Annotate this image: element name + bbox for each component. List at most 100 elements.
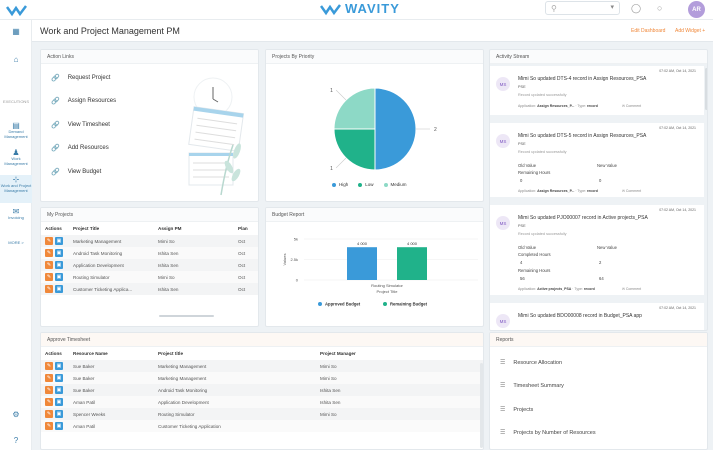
legend-label[interactable]: Remaining Budget xyxy=(390,302,428,307)
page-title: Work and Project Management PM xyxy=(40,26,180,36)
action-link-add-resources[interactable]: 🔗 Add Resources xyxy=(51,144,109,152)
sidebar-home[interactable]: ⌂ xyxy=(0,56,32,64)
table-row[interactable]: ✎ ▣ Sue Baker Android Task Monitoring Ishita… xyxy=(41,384,483,396)
chat-icon[interactable]: ◯ xyxy=(631,3,642,13)
view-icon[interactable]: ▣ xyxy=(55,410,63,418)
brand-name: WAVITY xyxy=(345,1,400,16)
bar-approved-budget[interactable] xyxy=(347,247,377,280)
approve-timesheet-table: Actions Resource Name Project title Proj… xyxy=(41,347,483,432)
column-header[interactable]: Project title xyxy=(158,351,184,356)
report-link-resource-allocation[interactable]: ☰ Resource Allocation xyxy=(500,359,562,367)
table-row[interactable]: ✎ ▣ Aman Patil Customer Ticketing Applicati… xyxy=(41,420,483,432)
report-link-timesheet-summary[interactable]: ☰ Timesheet Summary xyxy=(500,382,564,390)
y-axis-label: Values xyxy=(282,254,287,266)
edit-icon[interactable]: ✎ xyxy=(45,261,53,269)
user-avatar[interactable]: AR xyxy=(688,1,705,18)
activity-scrollbar[interactable] xyxy=(705,68,707,110)
table-row[interactable]: ✎ ▣ Android Task Monitoring Ishita Sen Oct xyxy=(41,247,258,259)
view-icon[interactable]: ▣ xyxy=(55,386,63,394)
action-link-view-budget[interactable]: 🔗 View Budget xyxy=(51,168,101,176)
edit-icon[interactable]: ✎ xyxy=(45,285,53,293)
sidebar-menu-toggle[interactable]: ▦ xyxy=(0,28,32,36)
edit-icon[interactable]: ✎ xyxy=(45,249,53,257)
view-icon[interactable]: ▣ xyxy=(55,362,63,370)
column-header[interactable]: Resource Name xyxy=(73,351,108,356)
vertical-scrollbar[interactable] xyxy=(480,363,483,448)
edit-icon[interactable]: ✎ xyxy=(45,386,53,394)
comment-link[interactable]: ✉ Comment xyxy=(622,189,642,193)
action-link-label: Request Project xyxy=(67,75,111,81)
edit-icon[interactable]: ✎ xyxy=(45,398,53,406)
wavity-logo-icon[interactable] xyxy=(6,3,28,17)
view-icon[interactable]: ▣ xyxy=(55,374,63,382)
sidebar-item-demand-management[interactable]: ▤ Demand Management xyxy=(0,122,32,140)
legend-item-medium[interactable]: Medium xyxy=(383,182,407,187)
search-input[interactable]: ⚲ ▾ xyxy=(545,1,620,15)
view-icon[interactable]: ▣ xyxy=(55,422,63,430)
pie-slice-medium[interactable] xyxy=(333,87,376,130)
edit-icon[interactable]: ✎ xyxy=(45,362,53,370)
comment-link[interactable]: ✉ Comment xyxy=(622,104,642,108)
legend-marker[interactable] xyxy=(318,302,322,306)
notification-bell-icon[interactable]: ○ xyxy=(657,3,663,13)
column-header[interactable]: Project Manager xyxy=(320,351,356,356)
activity-item[interactable]: 07:02 AM, Oct 14, 2021 MS Mimi So update… xyxy=(490,303,704,330)
edit-icon[interactable]: ✎ xyxy=(45,374,53,382)
sidebar-item-label: Invoicing xyxy=(8,215,24,220)
action-link-assign-resources[interactable]: 🔗 Assign Resources xyxy=(51,97,116,105)
column-header[interactable]: Actions xyxy=(45,226,62,231)
column-header[interactable]: Plan xyxy=(238,226,248,231)
panel-title: My Projects xyxy=(41,208,258,222)
pie-slice-high[interactable] xyxy=(374,87,417,171)
view-icon[interactable]: ▣ xyxy=(55,261,63,269)
table-row[interactable]: ✎ ▣ Sue Baker Marketing Management Mimi So xyxy=(41,372,483,384)
legend-label[interactable]: Approved Budget xyxy=(325,302,361,307)
column-header[interactable]: Project Title xyxy=(73,226,100,231)
sidebar-settings[interactable]: ⚙ xyxy=(0,411,32,419)
edit-icon[interactable]: ✎ xyxy=(45,273,53,281)
reports-panel: Reports ☰ Resource Allocation ☰ Timeshee… xyxy=(489,332,708,450)
view-icon[interactable]: ▣ xyxy=(55,273,63,281)
bar-remaining-budget[interactable] xyxy=(397,247,427,280)
column-header[interactable]: Actions xyxy=(45,351,62,356)
sidebar-item-work-management[interactable]: ♟ Work Management xyxy=(0,149,32,167)
view-icon[interactable]: ▣ xyxy=(55,285,63,293)
edit-icon[interactable]: ✎ xyxy=(45,410,53,418)
edit-icon[interactable]: ✎ xyxy=(45,237,53,245)
edit-dashboard-link[interactable]: Edit Dashboard xyxy=(631,28,666,34)
sidebar-item-work-and-project-management[interactable]: ⊹ Work and Project Management xyxy=(0,175,32,203)
report-link-projects[interactable]: ☰ Projects xyxy=(500,406,533,414)
table-row[interactable]: ✎ ▣ Marketing Management Mimi So Oct xyxy=(41,235,258,247)
pie-slice-low[interactable] xyxy=(333,128,376,171)
report-link-projects-by-number-of-resources[interactable]: ☰ Projects by Number of Resources xyxy=(500,429,596,437)
activity-item[interactable]: 07:02 AM, Oct 14, 2021 MS Mimi So update… xyxy=(490,205,704,299)
add-widget-link[interactable]: Add Widget + xyxy=(675,28,706,34)
sidebar-more-link[interactable]: MORE > xyxy=(8,240,24,245)
edit-icon[interactable]: ✎ xyxy=(45,422,53,430)
legend-marker[interactable] xyxy=(383,302,387,306)
action-link-request-project[interactable]: 🔗 Request Project xyxy=(51,74,110,82)
chevron-down-icon[interactable]: ▾ xyxy=(610,4,614,11)
view-icon[interactable]: ▣ xyxy=(55,398,63,406)
view-icon[interactable]: ▣ xyxy=(55,237,63,245)
table-cell: Routing Simulator xyxy=(154,408,316,420)
horizontal-scrollbar[interactable] xyxy=(159,315,214,317)
activity-item[interactable]: 07:02 AM, Oct 14, 2021 MS Mimi So update… xyxy=(490,66,704,119)
view-icon[interactable]: ▣ xyxy=(55,249,63,257)
legend-item-low[interactable]: Low xyxy=(358,182,374,187)
table-row[interactable]: ✎ ▣ Customer Ticketing Applica... Ishita Se… xyxy=(41,283,258,295)
action-link-view-timesheet[interactable]: 🔗 View Timesheet xyxy=(51,121,110,129)
table-row[interactable]: ✎ ▣ Application Development Ishita Sen Oct xyxy=(41,259,258,271)
table-row[interactable]: ✎ ▣ Aman Patil Application Development Ishit… xyxy=(41,396,483,408)
activity-item[interactable]: 07:02 AM, Oct 14, 2021 MS Mimi So update… xyxy=(490,123,704,201)
sidebar-help[interactable]: ? xyxy=(0,437,32,445)
sidebar-item-invoicing[interactable]: ✉ Invoicing xyxy=(0,208,32,221)
table-row[interactable]: ✎ ▣ Sue Baker Marketing Management Mimi So xyxy=(41,360,483,372)
table-cell: Ishita Sen xyxy=(316,384,483,396)
table-row[interactable]: ✎ ▣ Routing Simulator Mimi So Oct xyxy=(41,271,258,283)
table-row[interactable]: ✎ ▣ Spencer Weeks Routing Simulator Mimi So xyxy=(41,408,483,420)
column-header[interactable]: Assign PM xyxy=(158,226,182,231)
activity-message: Record updated successfully xyxy=(518,93,567,97)
comment-link[interactable]: ✉ Comment xyxy=(622,287,642,291)
legend-item-high[interactable]: High xyxy=(332,182,348,187)
